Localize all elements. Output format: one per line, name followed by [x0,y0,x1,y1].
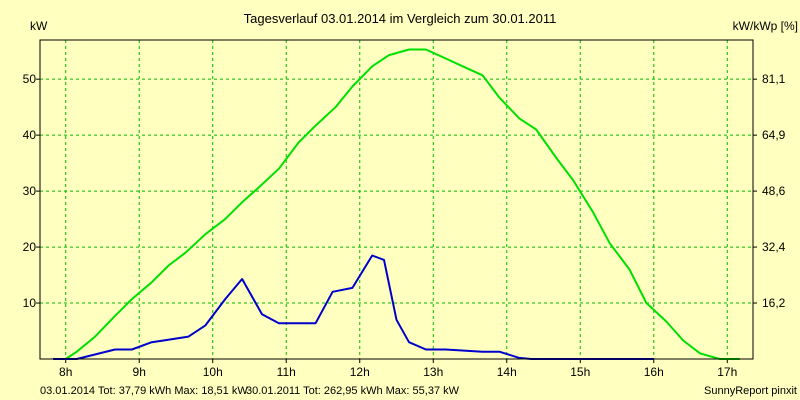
y-tick-label-right: 81,1 [762,72,786,86]
plot-frame [39,39,754,360]
x-tick-label: 12h [350,365,370,379]
y-tick-label-right: 16,2 [762,296,786,310]
x-tick-label: 13h [423,365,443,379]
y-tick-label-left: 10 [23,296,37,310]
y-axis-label-right: kW/kWp [%] [733,19,798,33]
x-tick-label: 14h [497,365,517,379]
y-tick-label-left: 30 [23,184,37,198]
y-tick-label-left: 40 [23,128,37,142]
y-ticks-left: 10 20 30 40 50 [23,72,40,310]
x-tick-label: 17h [717,365,737,379]
x-tick-label: 10h [203,365,223,379]
y-axis-label-left: kW [30,19,48,33]
grid-lines [40,40,753,359]
x-tick-label: 15h [570,365,590,379]
series-line-2011 [53,48,740,360]
y-tick-label-left: 50 [23,72,37,86]
credit-text: SunnyReport pinxit [704,385,797,397]
series-line-2014 [53,254,654,360]
x-tick-label: 9h [133,365,146,379]
x-tick-label: 8h [59,365,72,379]
y-tick-label-right: 48,6 [762,184,786,198]
y-ticks-right: 16,2 32,4 48,6 64,9 81,1 [753,72,786,310]
x-tick-label: 11h [277,365,296,379]
y-tick-label-left: 20 [23,240,37,254]
legend-entry-2011: 30.01.2011 Tot: 262,95 kWh Max: 55,37 kW [246,385,460,397]
legend-entry-2014: 03.01.2014 Tot: 37,79 kWh Max: 18,51 kW [40,385,248,397]
x-tick-label: 16h [644,365,664,379]
series-lines [53,48,740,360]
y-tick-label-right: 64,9 [762,128,786,142]
x-ticks: 8h 9h 10h 11h 12h 13h 14h 15h 16h 17h [59,359,737,379]
y-tick-label-right: 32,4 [762,240,786,254]
chart-title: Tagesverlauf 03.01.2014 im Vergleich zum… [244,11,557,26]
